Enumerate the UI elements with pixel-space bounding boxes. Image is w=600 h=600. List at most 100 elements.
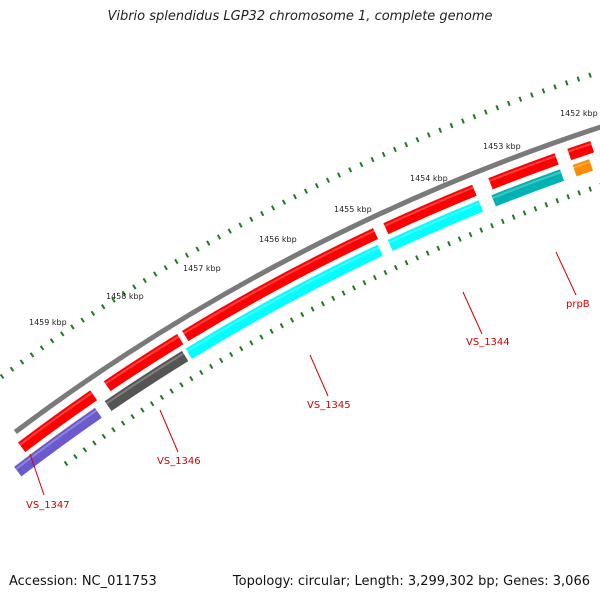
gene-label: VS_1346 bbox=[157, 456, 201, 467]
tick-mark bbox=[588, 186, 592, 192]
tick-mark bbox=[522, 210, 527, 216]
tick-mark bbox=[320, 301, 325, 307]
tick-mark bbox=[457, 236, 462, 242]
scale-label: 1453 kbp bbox=[483, 142, 521, 151]
tick-mark bbox=[555, 197, 560, 204]
tick-mark bbox=[314, 183, 319, 189]
gene-arrow-shine bbox=[183, 229, 375, 335]
tick-mark bbox=[426, 132, 431, 138]
tick-mark bbox=[249, 216, 254, 223]
tick-mark bbox=[92, 440, 97, 446]
tick-mark bbox=[393, 146, 397, 153]
tick-mark bbox=[436, 245, 441, 252]
tick-mark bbox=[341, 290, 346, 296]
tick-mark bbox=[80, 317, 85, 323]
scale-label: 1458 kbp bbox=[106, 292, 144, 301]
tick-mark bbox=[370, 156, 375, 163]
gene-arrow bbox=[185, 244, 383, 359]
gene-label: VS_1345 bbox=[307, 400, 351, 411]
gene-arrow bbox=[18, 390, 98, 453]
topology-text: Topology: circular; Length: 3,299,302 bp… bbox=[232, 574, 590, 589]
tick-mark bbox=[169, 388, 174, 394]
tick-mark bbox=[359, 161, 364, 168]
accession-text: Accession: NC_011753 bbox=[9, 574, 157, 589]
scale-label: 1455 kbp bbox=[334, 205, 372, 214]
tick-mark bbox=[372, 274, 377, 281]
tick-mark bbox=[111, 297, 116, 303]
gene-arrow bbox=[103, 333, 184, 392]
tick-mark bbox=[199, 369, 204, 376]
gene-arrow bbox=[182, 228, 379, 342]
tick-mark bbox=[393, 264, 398, 271]
gene-arrow-shine bbox=[567, 142, 592, 153]
tick-mark bbox=[184, 252, 190, 258]
gene-leader-line bbox=[555, 251, 577, 296]
tick-mark bbox=[229, 351, 234, 358]
gene-leader-line bbox=[29, 453, 45, 496]
tick-mark bbox=[239, 345, 244, 352]
tick-mark bbox=[577, 190, 581, 196]
outer-tick-ring bbox=[0, 72, 592, 380]
tick-mark bbox=[348, 167, 353, 173]
tick-mark bbox=[325, 177, 330, 184]
tick-mark bbox=[553, 84, 557, 90]
tick-mark bbox=[206, 240, 211, 246]
scale-label: 1454 kbp bbox=[410, 174, 448, 183]
tick-mark bbox=[415, 255, 420, 261]
tick-mark bbox=[120, 420, 126, 426]
gene-arrow bbox=[387, 200, 484, 251]
tick-mark bbox=[415, 137, 420, 143]
gene-leader-line bbox=[462, 291, 483, 335]
tick-mark bbox=[121, 290, 127, 297]
tick-mark bbox=[216, 234, 222, 240]
tick-mark bbox=[292, 193, 297, 200]
gene-arrow-shine bbox=[186, 246, 380, 353]
tick-mark bbox=[189, 375, 194, 382]
tick-mark bbox=[588, 72, 592, 78]
tick-mark bbox=[449, 122, 454, 129]
tick-mark bbox=[249, 340, 254, 346]
gene-arrow-shine bbox=[104, 335, 180, 385]
tick-mark bbox=[495, 105, 500, 111]
tick-mark bbox=[142, 277, 147, 284]
tick-mark bbox=[19, 359, 25, 365]
gene-arrow-shine bbox=[489, 155, 556, 182]
tick-mark bbox=[101, 433, 107, 439]
tick-mark bbox=[219, 357, 224, 364]
tick-mark bbox=[331, 295, 336, 302]
gene-arrow-shine bbox=[573, 161, 591, 169]
tick-mark bbox=[271, 205, 276, 211]
tick-mark bbox=[90, 310, 96, 317]
map-title: Vibrio splendidus LGP32 chromosome 1, co… bbox=[107, 9, 493, 24]
gene-arrow bbox=[383, 184, 477, 235]
tick-mark bbox=[100, 304, 106, 310]
gene-leader-line bbox=[309, 354, 329, 397]
tick-mark bbox=[179, 382, 184, 388]
tick-mark bbox=[490, 223, 494, 229]
gene-arrow bbox=[491, 169, 565, 207]
tick-mark bbox=[566, 194, 570, 200]
tick-mark bbox=[153, 271, 158, 277]
gene-arrow bbox=[14, 407, 102, 477]
gene-label: VS_1347 bbox=[26, 500, 70, 511]
tick-mark bbox=[518, 96, 523, 102]
gene-arrow-shine bbox=[492, 171, 562, 199]
tick-mark bbox=[163, 265, 168, 271]
tick-mark bbox=[60, 331, 65, 337]
tick-mark bbox=[70, 324, 75, 330]
tick-mark bbox=[438, 127, 443, 133]
tick-mark bbox=[9, 366, 15, 372]
gene-arrow-shine bbox=[105, 352, 185, 405]
tick-mark bbox=[269, 328, 274, 334]
tick-mark bbox=[159, 394, 165, 400]
scale-label: 1459 kbp bbox=[29, 318, 67, 327]
tick-mark bbox=[511, 214, 516, 220]
tick-mark bbox=[447, 241, 451, 247]
tick-mark bbox=[362, 280, 367, 286]
tick-mark bbox=[227, 228, 232, 234]
tick-mark bbox=[111, 427, 116, 433]
gene-arrow bbox=[567, 140, 595, 161]
tick-mark bbox=[195, 246, 200, 252]
gene-label: VS_1344 bbox=[466, 337, 510, 348]
